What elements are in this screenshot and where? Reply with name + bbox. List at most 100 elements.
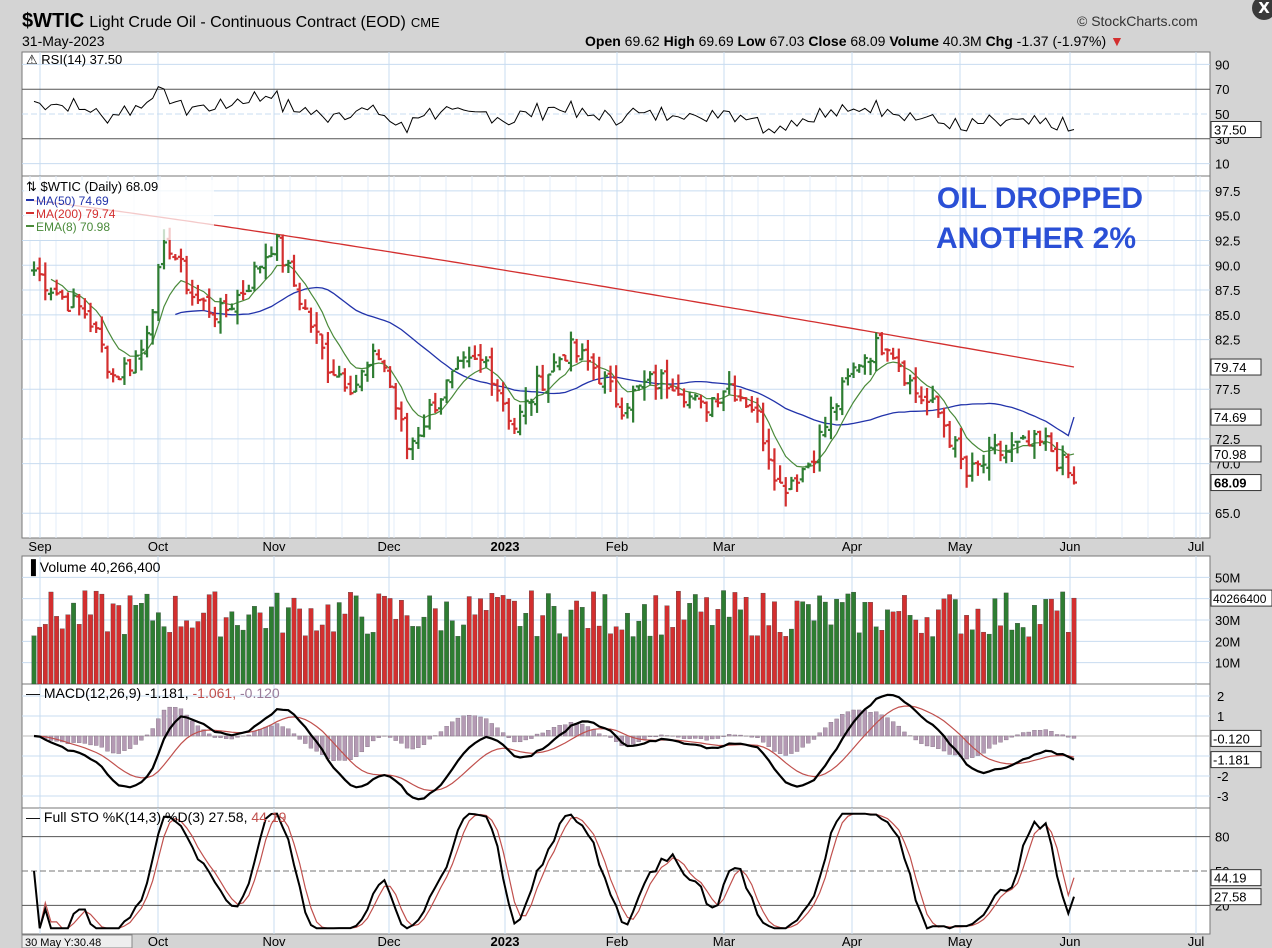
price-bar [805,462,812,469]
price-bar [590,353,597,381]
price-bar [816,424,823,472]
high-value: 69.69 [698,33,734,49]
macd-histogram-bar [777,735,783,754]
macd-histogram-bar [144,734,150,737]
macd-histogram-bar [879,714,884,737]
price-bar [980,454,987,474]
volume-tick-label: 50M [1215,570,1240,585]
price-legend-item: EMA(8) 70.98 [36,220,110,234]
price-value-tag [1210,445,1262,463]
volume-bar [608,633,613,685]
x-tick-label: May [948,539,973,554]
macd-histogram-bar [1060,734,1065,737]
macd-histogram-bar [122,735,127,751]
price-bar [104,345,111,379]
volume-bar [206,594,212,685]
macd-histogram-bar [647,735,653,737]
volume-bar [879,630,885,685]
volume-bar [308,608,314,685]
price-bar [177,248,184,273]
sto-d-value: 44.19 [251,809,286,825]
chg-label: Chg [985,33,1013,49]
volume-bar [223,617,229,685]
macd-histogram-bar [546,730,551,737]
macd-histogram-bar [902,731,907,737]
volume-bar [817,595,823,685]
volume-bar [681,619,687,685]
volume-bar [642,604,647,685]
price-bar [924,388,931,416]
volume-bar [800,601,806,685]
price-bar [573,338,580,363]
price-bar [268,246,275,258]
volume-bar [958,633,964,685]
price-bar [788,476,795,491]
exchange: CME [410,15,440,30]
volume-bar [302,635,308,685]
bottom-x-tick-label: Feb [606,934,628,948]
volume-bar [986,633,992,685]
macd-histogram-bar [642,735,647,740]
bottom-x-tick-label: Oct [148,934,169,948]
volume-bar [591,591,596,685]
volume-bar [512,600,517,685]
price-bar [1020,435,1027,440]
close-value: 68.09 [850,33,886,49]
price-bar [347,375,354,396]
volume-bar [184,620,189,685]
volume-bar [704,597,709,685]
price-tick-label: 85.0 [1215,308,1240,323]
price-bar [285,259,292,274]
macd-line [33,693,1075,801]
volume-bar [37,626,43,685]
macd-histogram-bar [65,735,71,745]
volume-bar [868,602,873,685]
x-tick-label: Dec [377,539,401,554]
price-bar [387,366,394,389]
bottom-x-tick-label: Mar [713,934,736,948]
volume-bar [630,636,636,685]
price-bar [296,282,303,311]
price-bar [697,394,704,409]
macd-histogram-bar [207,733,212,737]
price-bar [1003,444,1010,464]
macd-histogram-bar [246,734,251,737]
close-icon[interactable]: X [1252,0,1272,20]
volume-bar [885,609,890,685]
volume-bar [218,636,223,685]
x-tick-label: 2023 [491,539,520,554]
volume-bar [845,593,851,685]
macd-histogram-bar [760,735,766,743]
volume-bar [342,613,348,685]
macd-histogram-bar [348,735,353,760]
volume-bar [568,609,574,685]
price-bar [364,361,371,382]
macd-histogram-bar [772,735,777,752]
x-tick-label: Jun [1060,539,1081,554]
price-bar [556,356,563,371]
volume-bar [726,616,732,685]
cursor-readout-box [21,934,133,948]
price-tick-label: 87.5 [1215,283,1240,298]
volume-bar [969,629,975,685]
price-bar [144,325,151,358]
price-bar [522,387,529,425]
volume-bar [376,593,382,685]
macd-histogram-bar [783,735,788,756]
volume-bar [263,628,269,685]
price-bar [443,379,450,404]
macd-histogram-bar [229,735,234,740]
macd-histogram-bar [998,735,1003,743]
volume-bar [919,632,924,685]
price-tick-label: 77.5 [1215,382,1240,397]
macd-histogram-bar [60,735,65,743]
macd-histogram-bar [291,733,297,737]
price-bar [794,474,801,492]
macd-histogram-bar [370,735,376,742]
price-bar [539,364,546,391]
macd-histogram-bar [885,717,890,737]
price-value-tag-text: 74.69 [1214,410,1247,425]
price-bar [703,401,710,422]
price-bar [714,393,721,408]
